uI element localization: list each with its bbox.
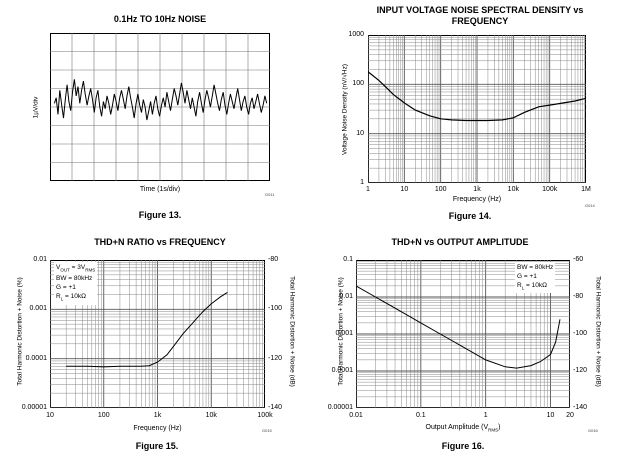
chart14-code: G014	[585, 203, 595, 208]
chart16-xtick: 10	[546, 412, 555, 419]
chart15-ylabel-right: Total Harmonic Distortion + Noise (dB)	[288, 276, 296, 387]
chart16-code: G016	[588, 428, 598, 433]
chart14-xtick: 1M	[581, 186, 591, 193]
chart16-ytick: 0.1	[343, 256, 353, 263]
chart16-ytick-right: -120	[573, 367, 588, 374]
chart16-xtick: 0.1	[415, 412, 426, 419]
chart15-code: G015	[262, 428, 272, 433]
chart16-legend-gain: G = +1	[517, 273, 537, 280]
chart16-ytick-right: -80	[573, 293, 584, 300]
chart14-ytick: 100	[352, 80, 364, 88]
chart14-title-line1: INPUT VOLTAGE NOISE SPECTRAL DENSITY vs	[376, 5, 584, 15]
chart15-xtick: 10k	[205, 412, 217, 419]
chart14-ytick: 1000	[348, 31, 364, 38]
chart15-plot	[50, 260, 265, 408]
chart16-legend-rl: RL = 10kΩ	[517, 282, 547, 291]
chart14-xtick: 1k	[473, 186, 481, 193]
chart16-ytick: 0.001	[335, 330, 353, 337]
figure-16-caption: Figure 16.	[441, 441, 485, 451]
chart15-legend: VOUT = 3VRMS BW = 80kHz G = +1 RL = 10kΩ	[54, 262, 98, 305]
chart15-ytick: 0.01	[33, 256, 47, 263]
chart15-legend-vout: VOUT = 3VRMS	[56, 264, 96, 273]
chart15-xtick: 10	[46, 412, 54, 419]
chart16-legend: BW = 80kHz G = +1 RL = 10kΩ	[515, 262, 556, 294]
chart13-plot	[50, 33, 270, 181]
chart16-xlabel: Output Amplitude (VRMS)	[425, 424, 501, 433]
chart15-series-line	[66, 291, 228, 368]
chart14-xtick: 100k	[542, 186, 558, 193]
chart16-series-line	[356, 285, 561, 369]
chart15-xtick: 1k	[153, 412, 162, 419]
chart15-ytick: 0.0001	[25, 354, 47, 362]
chart14-title-line2: FREQUENCY	[451, 16, 509, 26]
chart15-legend-bw: BW = 80kHz	[56, 275, 93, 283]
chart13-grid	[50, 33, 270, 181]
chart15-title: THD+N RATIO vs FREQUENCY	[94, 237, 226, 247]
chart15-ytick-right: -120	[268, 354, 283, 362]
chart16-ytick: 0.01	[339, 293, 353, 300]
chart13-series-line	[53, 79, 268, 121]
figure-13-caption: Figure 13.	[138, 210, 182, 220]
chart16-ytick: 0.00001	[327, 404, 353, 411]
chart16-ytick: 0.0001	[331, 367, 353, 374]
chart13-code: G011	[265, 192, 275, 197]
chart16-legend-bw: BW = 80kHz	[517, 264, 554, 271]
chart15-xlabel: Frequency (Hz)	[133, 425, 182, 432]
chart15-ytick: 0.001	[29, 305, 47, 313]
chart16-ytick-right: -140	[573, 404, 588, 411]
figure-14-caption: Figure 14.	[448, 211, 492, 221]
chart14-ytick: 1	[360, 179, 364, 186]
chart15-ytick: 0.00001	[21, 404, 47, 411]
chart14-title: INPUT VOLTAGE NOISE SPECTRAL DENSITY vs …	[355, 5, 605, 27]
chart13-xlabel: Time (1s/div)	[139, 186, 181, 193]
chart16-xtick: 20	[566, 412, 574, 419]
chart14-xlabel: Frequency (Hz)	[452, 196, 502, 203]
chart14-xtick: 10	[400, 186, 409, 193]
chart16-title: THD+N vs OUTPUT AMPLITUDE	[391, 237, 529, 247]
chart15-xtick: 100	[97, 412, 110, 419]
chart16-ylabel-right: Total Harmonic Distortion + Noise (dB)	[594, 276, 602, 387]
chart14-xtick: 1	[366, 186, 370, 193]
chart14-series-line	[368, 71, 586, 122]
chart15-legend-rl: RL = 10kΩ	[56, 293, 86, 302]
chart16-xtick: 1	[483, 412, 488, 419]
chart13-title: 0.1Hz TO 10Hz NOISE	[113, 14, 207, 24]
chart13-ylabel: 1µV/div	[32, 96, 40, 119]
chart16-ytick-right: -60	[573, 256, 584, 263]
chart15-ylabel: Total Harmonic Distortion + Noise (%)	[16, 277, 24, 386]
chart15-legend-gain: G = +1	[56, 284, 76, 292]
chart15-ytick-right: -80	[268, 256, 279, 263]
chart15-ytick-right: -100	[268, 305, 283, 313]
chart14-grid	[368, 35, 586, 183]
chart16-ytick-right: -100	[573, 330, 588, 337]
chart15-grid	[50, 260, 265, 408]
chart14-plot	[368, 35, 586, 183]
chart16-xtick: 0.01	[349, 412, 363, 419]
chart14-xtick: 10k	[507, 186, 519, 193]
chart15-xtick: 100k	[257, 412, 273, 419]
chart15-ytick-right: -140	[268, 404, 283, 411]
chart14-ylabel: Voltage Noise Density (nV/√Hz)	[341, 64, 349, 155]
figure-15-caption: Figure 15.	[135, 441, 179, 451]
chart14-xtick: 100	[434, 186, 447, 193]
chart14-ytick: 10	[356, 129, 364, 137]
